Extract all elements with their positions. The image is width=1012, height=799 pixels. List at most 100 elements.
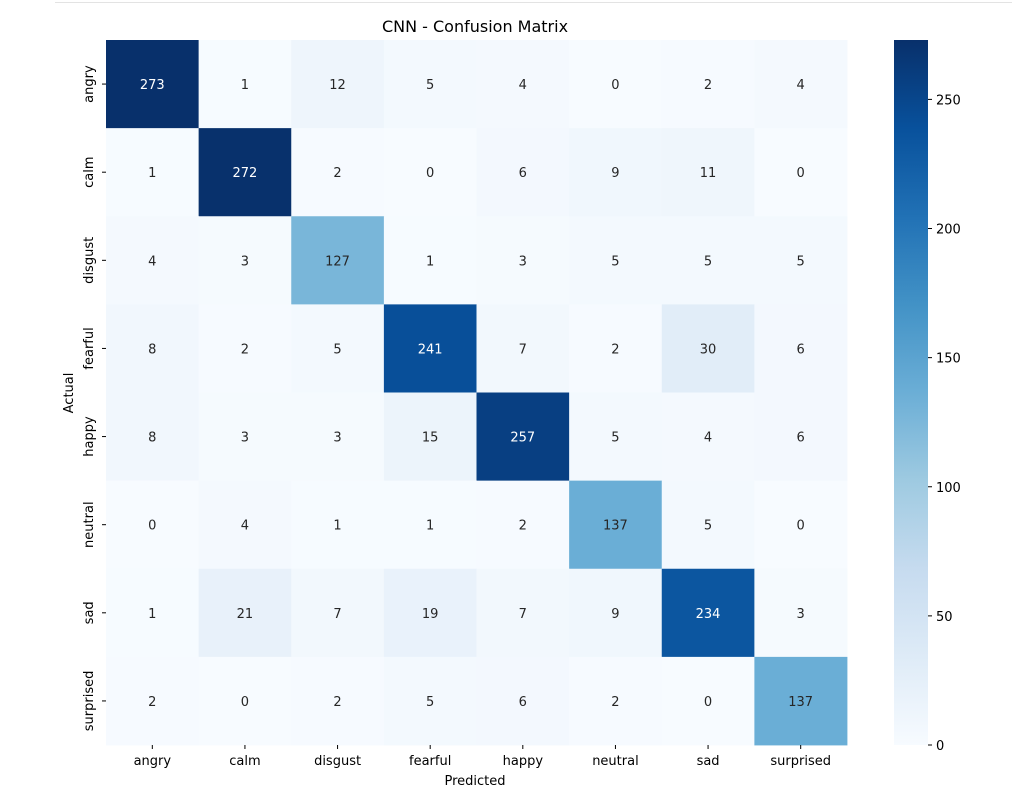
heatmap-cell [754, 656, 848, 746]
y-tick-label: surprised [82, 671, 97, 732]
cell-value-label: 3 [519, 254, 527, 269]
heatmap-cell [198, 392, 292, 482]
cell-value-label: 30 [700, 342, 717, 357]
heatmap-cell [106, 392, 200, 482]
heatmap-cell [569, 216, 663, 305]
cell-value-label: 234 [696, 607, 721, 622]
cell-value-label: 5 [333, 342, 341, 357]
heatmap-cell [661, 128, 755, 217]
cell-value-label: 6 [797, 342, 805, 357]
heatmap-cell [476, 40, 570, 129]
cell-value-label: 6 [797, 431, 805, 446]
heatmap-cell [383, 392, 477, 482]
y-axis-label: Actual [62, 373, 77, 414]
heatmap-cell [383, 568, 477, 658]
heatmap-cell [291, 656, 385, 746]
cell-value-label: 241 [418, 342, 443, 357]
heatmap-cell [754, 480, 848, 570]
cell-value-label: 8 [148, 431, 156, 446]
chart-title: CNN - Confusion Matrix [382, 17, 568, 36]
cell-value-label: 5 [797, 254, 805, 269]
cell-value-label: 2 [333, 166, 341, 181]
heatmap-cell [569, 392, 663, 482]
heatmap-cell [198, 40, 292, 129]
heatmap-cell [661, 304, 755, 393]
heatmap-cell [569, 304, 663, 393]
x-axis-label: Predicted [444, 774, 505, 789]
heatmap-cell [569, 568, 663, 658]
cell-value-label: 1 [148, 607, 156, 622]
heatmap-cell [383, 656, 477, 746]
heatmap-cell [106, 568, 200, 658]
cell-value-label: 5 [426, 78, 434, 93]
cell-value-label: 4 [148, 254, 156, 269]
heatmap-cell [569, 128, 663, 217]
heatmap-cell [661, 480, 755, 570]
heatmap-cell [106, 480, 200, 570]
heatmap-cell [476, 480, 570, 570]
heatmap-cell [291, 392, 385, 482]
cell-value-label: 6 [519, 695, 527, 710]
cell-value-label: 2 [333, 695, 341, 710]
heatmap-cell [198, 216, 292, 305]
cell-value-label: 21 [237, 607, 254, 622]
x-tick-label: happy [503, 754, 544, 769]
cell-value-label: 2 [148, 695, 156, 710]
cell-value-label: 2 [704, 78, 712, 93]
heatmap-cell [569, 480, 663, 570]
cell-value-label: 8 [148, 342, 156, 357]
heatmap-cell [291, 40, 385, 129]
heatmap-cell [291, 128, 385, 217]
cell-value-label: 2 [519, 519, 527, 534]
cell-value-label: 0 [148, 519, 156, 534]
heatmap-cell [198, 480, 292, 570]
heatmap-cell [291, 216, 385, 305]
heatmap-cell [198, 304, 292, 393]
y-tick-label: angry [82, 65, 97, 103]
cell-value-label: 4 [797, 78, 805, 93]
heatmap-cell [754, 216, 848, 305]
cell-value-label: 5 [704, 519, 712, 534]
colorbar-tick-label: 50 [936, 610, 953, 625]
heatmap-cell [476, 304, 570, 393]
cell-value-label: 3 [241, 431, 249, 446]
y-tick-label: disgust [82, 237, 97, 284]
heatmap-cell-labels: 273 1 12 5 4 0 2 41 272 2 0 6 9 11 04 3 127 1 3 5 5 58 2 5 241 7 2… [140, 78, 813, 710]
cell-value-label: 5 [611, 431, 619, 446]
heatmap-cell [383, 128, 477, 217]
cell-value-label: 4 [519, 78, 527, 93]
heatmap-cell [198, 568, 292, 658]
colorbar-tick-label: 200 [936, 223, 961, 238]
y-tick-label: fearful [82, 327, 97, 369]
y-tick-label: neutral [82, 501, 97, 548]
cell-value-label: 5 [704, 254, 712, 269]
cell-value-label: 0 [797, 519, 805, 534]
y-tick-label: happy [82, 416, 97, 457]
cell-value-label: 7 [519, 342, 527, 357]
heatmap-cell [476, 392, 570, 482]
colorbar-tick-label: 250 [936, 93, 961, 108]
cell-value-label: 1 [241, 78, 249, 93]
x-tick-label: calm [229, 754, 260, 769]
heatmap-cell [569, 656, 663, 746]
heatmap-cell [106, 40, 200, 129]
heatmap-cell [754, 304, 848, 393]
y-tick-label: sad [82, 601, 97, 624]
heatmap-cell [661, 568, 755, 658]
cell-value-label: 6 [519, 166, 527, 181]
cell-value-label: 5 [426, 695, 434, 710]
cell-value-label: 273 [140, 78, 165, 93]
heatmap-cell [476, 656, 570, 746]
y-tick-label: calm [82, 156, 97, 187]
x-tick-label: angry [134, 754, 172, 769]
heatmap-cell [661, 392, 755, 482]
x-tick-label: surprised [770, 754, 831, 769]
heatmap-cell [198, 656, 292, 746]
heatmap-cell [383, 480, 477, 570]
window-top-edge [55, 0, 1012, 3]
x-axis: angry calm disgust fearful happy neutral sad su… [134, 745, 831, 769]
heatmap-cell [661, 656, 755, 746]
heatmap-cell [661, 216, 755, 305]
cell-value-label: 19 [422, 607, 439, 622]
heatmap-cell [754, 128, 848, 217]
